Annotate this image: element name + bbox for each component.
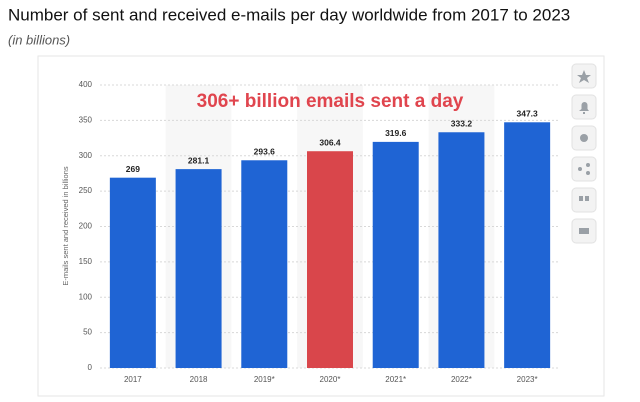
value-label: 269 — [126, 164, 140, 174]
chart-title: Number of sent and received e-mails per … — [8, 5, 570, 24]
value-label: 293.6 — [254, 147, 276, 157]
chart-subtitle: (in billions) — [8, 32, 70, 47]
quote-icon — [585, 196, 589, 201]
x-tick-label: 2017 — [124, 375, 142, 384]
bell-icon — [579, 102, 589, 114]
share-icon — [586, 171, 590, 175]
cite-button[interactable] — [571, 187, 597, 213]
bar — [307, 151, 353, 368]
share-icon — [586, 163, 590, 167]
share-icon — [578, 167, 582, 171]
x-tick-label: 2019* — [254, 375, 275, 384]
share-button[interactable] — [571, 156, 597, 182]
y-tick-label: 50 — [83, 328, 92, 337]
y-tick-label: 300 — [79, 151, 93, 160]
x-tick-label: 2021* — [385, 375, 406, 384]
gear-icon — [580, 134, 588, 142]
value-label: 319.6 — [385, 128, 407, 138]
toolbar-icons — [577, 70, 591, 234]
quote-icon — [579, 196, 583, 201]
value-label: 347.3 — [517, 109, 539, 119]
x-tick-label: 2018 — [190, 375, 208, 384]
bar — [372, 141, 419, 368]
bar — [109, 177, 156, 368]
y-tick-label: 400 — [79, 80, 93, 89]
print-icon — [579, 228, 589, 234]
y-tick-label: 350 — [79, 115, 93, 124]
y-tick-label: 200 — [79, 222, 93, 231]
y-tick-label: 100 — [79, 292, 93, 301]
bar — [438, 132, 485, 368]
x-tick-label: 2020* — [320, 375, 341, 384]
y-tick-label: 150 — [79, 257, 93, 266]
star-icon — [577, 70, 591, 83]
y-tick-label: 250 — [79, 186, 93, 195]
x-tick-label: 2023* — [517, 375, 538, 384]
y-axis-label: E-mails sent and received in billions — [61, 166, 70, 285]
x-tick-label: 2022* — [451, 375, 472, 384]
value-label: 281.1 — [188, 155, 210, 165]
bar — [504, 122, 551, 368]
bar — [175, 169, 222, 368]
value-label: 306.4 — [319, 137, 341, 147]
bar — [241, 160, 288, 368]
annotation: 306+ billion emails sent a day — [197, 91, 464, 112]
y-tick-label: 0 — [88, 363, 93, 372]
value-label: 333.2 — [451, 119, 473, 129]
